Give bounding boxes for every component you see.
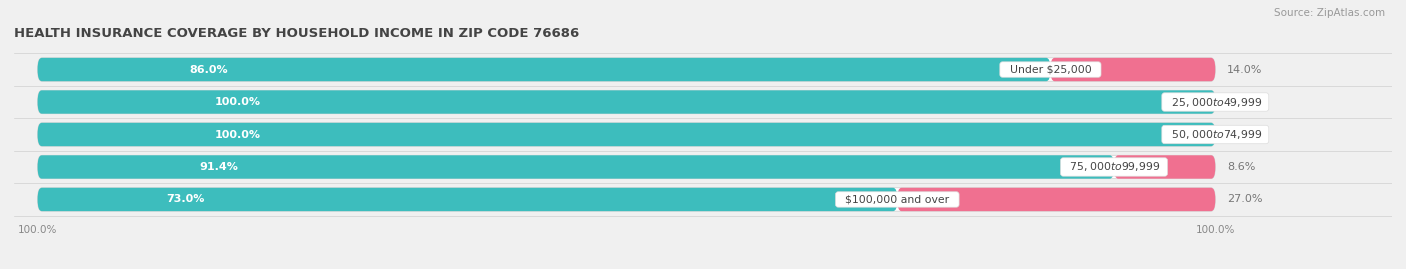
Text: 100.0%: 100.0% bbox=[214, 129, 260, 140]
Text: $50,000 to $74,999: $50,000 to $74,999 bbox=[1164, 128, 1265, 141]
Text: $75,000 to $99,999: $75,000 to $99,999 bbox=[1063, 161, 1164, 174]
Text: 86.0%: 86.0% bbox=[190, 65, 228, 75]
Text: 14.0%: 14.0% bbox=[1227, 65, 1263, 75]
FancyBboxPatch shape bbox=[38, 90, 1215, 114]
Legend: With Coverage, Without Coverage: With Coverage, Without Coverage bbox=[420, 268, 655, 269]
Text: 27.0%: 27.0% bbox=[1227, 194, 1263, 204]
FancyBboxPatch shape bbox=[38, 155, 1114, 179]
Text: $100,000 and over: $100,000 and over bbox=[838, 194, 956, 204]
Text: $25,000 to $49,999: $25,000 to $49,999 bbox=[1164, 95, 1265, 108]
Text: 0.0%: 0.0% bbox=[1227, 97, 1256, 107]
Text: HEALTH INSURANCE COVERAGE BY HOUSEHOLD INCOME IN ZIP CODE 76686: HEALTH INSURANCE COVERAGE BY HOUSEHOLD I… bbox=[14, 27, 579, 40]
FancyBboxPatch shape bbox=[897, 188, 1215, 211]
FancyBboxPatch shape bbox=[1050, 58, 1215, 81]
FancyBboxPatch shape bbox=[38, 155, 1215, 179]
Text: Source: ZipAtlas.com: Source: ZipAtlas.com bbox=[1274, 8, 1385, 18]
FancyBboxPatch shape bbox=[38, 58, 1050, 81]
Text: 0.0%: 0.0% bbox=[1227, 129, 1256, 140]
FancyBboxPatch shape bbox=[38, 188, 1215, 211]
FancyBboxPatch shape bbox=[38, 58, 1215, 81]
FancyBboxPatch shape bbox=[38, 90, 1215, 114]
Text: 73.0%: 73.0% bbox=[166, 194, 205, 204]
Text: 8.6%: 8.6% bbox=[1227, 162, 1256, 172]
Text: 91.4%: 91.4% bbox=[200, 162, 238, 172]
FancyBboxPatch shape bbox=[38, 188, 897, 211]
Text: 100.0%: 100.0% bbox=[214, 97, 260, 107]
Text: Under $25,000: Under $25,000 bbox=[1002, 65, 1098, 75]
FancyBboxPatch shape bbox=[38, 123, 1215, 146]
FancyBboxPatch shape bbox=[1114, 155, 1215, 179]
FancyBboxPatch shape bbox=[38, 123, 1215, 146]
